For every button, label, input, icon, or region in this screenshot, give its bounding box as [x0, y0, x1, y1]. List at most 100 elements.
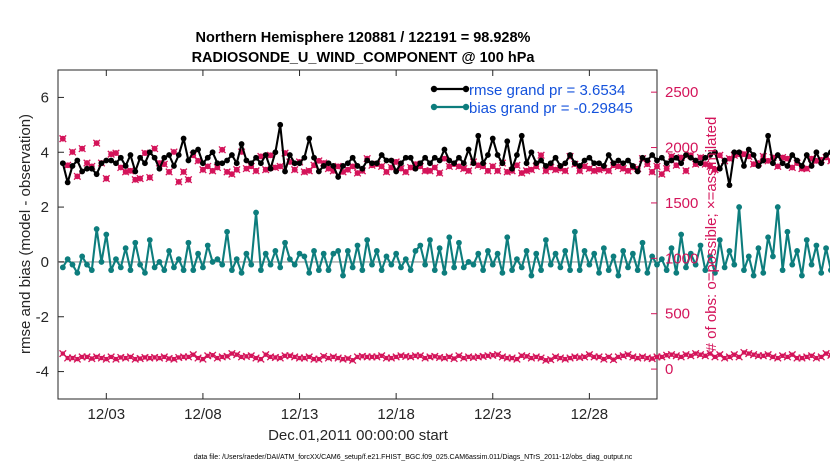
cross-stroke: [223, 168, 231, 176]
data-point-rmse: [697, 160, 704, 167]
cross-stroke: [136, 174, 144, 183]
data-point-obs_assimilated: [261, 350, 270, 359]
data-point-bias: [494, 250, 501, 257]
data-point-bias: [731, 261, 738, 268]
data-point-obs_assimilated: [199, 355, 207, 363]
data-point-rmse: [451, 160, 458, 167]
data-point-rmse: [576, 163, 583, 169]
data-point-obs_possible: [662, 164, 671, 173]
data-file-caption: data file: /Users/raeder/DAI/ATM_forcXX/…: [194, 454, 633, 461]
data-point-rmse: [282, 168, 288, 175]
cross-stroke: [319, 352, 328, 361]
data-point-obs_assimilated: [711, 353, 719, 361]
data-point-obs_assimilated: [146, 354, 154, 362]
data-point-bias: [571, 228, 578, 235]
data-point-rmse: [407, 154, 414, 161]
data-point-obs_possible: [218, 145, 227, 154]
data-point-bias: [204, 242, 211, 249]
cross-stroke: [406, 353, 415, 361]
data-point-bias: [755, 245, 762, 252]
data-point-bias: [567, 267, 573, 274]
data-point-rmse: [509, 165, 515, 172]
data-point-rmse: [673, 154, 680, 161]
data-point-rmse: [151, 154, 158, 161]
y-tick-label-right: 500: [665, 306, 690, 323]
data-point-obs_assimilated: [319, 352, 328, 361]
data-point-rmse: [344, 160, 351, 167]
data-point-rmse: [137, 154, 144, 161]
data-point-rmse: [364, 157, 371, 164]
data-point-bias: [315, 267, 322, 274]
data-point-bias: [721, 264, 728, 271]
data-point-rmse: [596, 160, 602, 167]
cross-stroke: [305, 353, 313, 361]
data-point-bias: [200, 264, 206, 271]
data-point-obs_assimilated: [107, 353, 115, 361]
data-point-rmse: [504, 138, 511, 145]
data-point-rmse: [113, 160, 119, 167]
data-point-rmse: [320, 163, 327, 169]
data-point-rmse: [306, 135, 313, 142]
data-point-bias: [113, 256, 119, 263]
data-point-bias: [774, 204, 781, 210]
data-point-rmse: [634, 168, 641, 175]
data-point-bias: [286, 256, 293, 263]
cross-stroke: [827, 157, 830, 161]
cross-stroke: [440, 354, 449, 362]
cross-stroke: [199, 355, 207, 363]
cross-stroke: [175, 178, 183, 186]
data-point-rmse: [156, 165, 163, 172]
data-point-obs_possible: [624, 167, 632, 175]
cross-stroke: [218, 353, 227, 361]
data-point-bias: [185, 239, 192, 246]
cross-stroke: [450, 354, 458, 363]
cross-stroke: [513, 355, 521, 363]
data-point-bias: [509, 267, 515, 274]
data-point-bias: [257, 267, 264, 274]
data-point-rmse: [412, 165, 419, 172]
data-point-bias: [736, 204, 743, 210]
data-point-obs_assimilated: [701, 352, 710, 360]
cross-stroke: [566, 354, 574, 362]
cross-stroke: [252, 167, 260, 175]
data-point-bias: [668, 245, 675, 252]
data-point-obs_possible: [165, 168, 173, 176]
data-point-bias: [195, 250, 201, 257]
data-point-bias: [750, 272, 757, 279]
data-point-obs_assimilated: [532, 353, 540, 361]
data-point-rmse: [480, 160, 486, 167]
data-point-obs_assimilated: [677, 353, 685, 361]
data-point-rmse: [562, 160, 569, 167]
data-point-obs_assimilated: [609, 355, 618, 364]
cross-stroke: [261, 350, 270, 359]
cross-stroke: [213, 354, 222, 362]
cross-stroke: [175, 353, 183, 362]
data-point-rmse: [373, 160, 380, 167]
cross-stroke: [387, 354, 396, 362]
data-point-bias: [784, 228, 791, 235]
data-point-bias: [596, 269, 602, 276]
data-point-rmse: [803, 152, 810, 158]
data-point-rmse: [586, 154, 593, 161]
cross-stroke: [513, 161, 521, 170]
cross-stroke: [827, 351, 830, 356]
data-point-obs_assimilated: [658, 353, 666, 361]
data-point-obs_assimilated: [112, 355, 120, 363]
x-tick-label: 12/23: [474, 406, 512, 423]
data-point-rmse: [224, 157, 230, 164]
data-point-bias: [654, 261, 660, 268]
data-point-rmse: [233, 160, 240, 167]
data-point-rmse: [499, 160, 506, 167]
x-axis-label: Dec.01,2011 00:00:00 start: [268, 427, 449, 444]
cross-stroke: [817, 353, 826, 361]
cross-stroke: [112, 149, 120, 157]
cross-stroke: [88, 354, 96, 363]
cross-stroke: [435, 169, 444, 177]
cross-stroke: [300, 354, 309, 362]
data-point-obs_assimilated: [160, 353, 169, 361]
legend-marker-rmse: [462, 85, 470, 93]
legend-marker-bias: [430, 103, 438, 111]
cross-stroke: [493, 167, 502, 175]
data-point-rmse: [799, 163, 805, 169]
data-point-bias: [678, 231, 685, 238]
